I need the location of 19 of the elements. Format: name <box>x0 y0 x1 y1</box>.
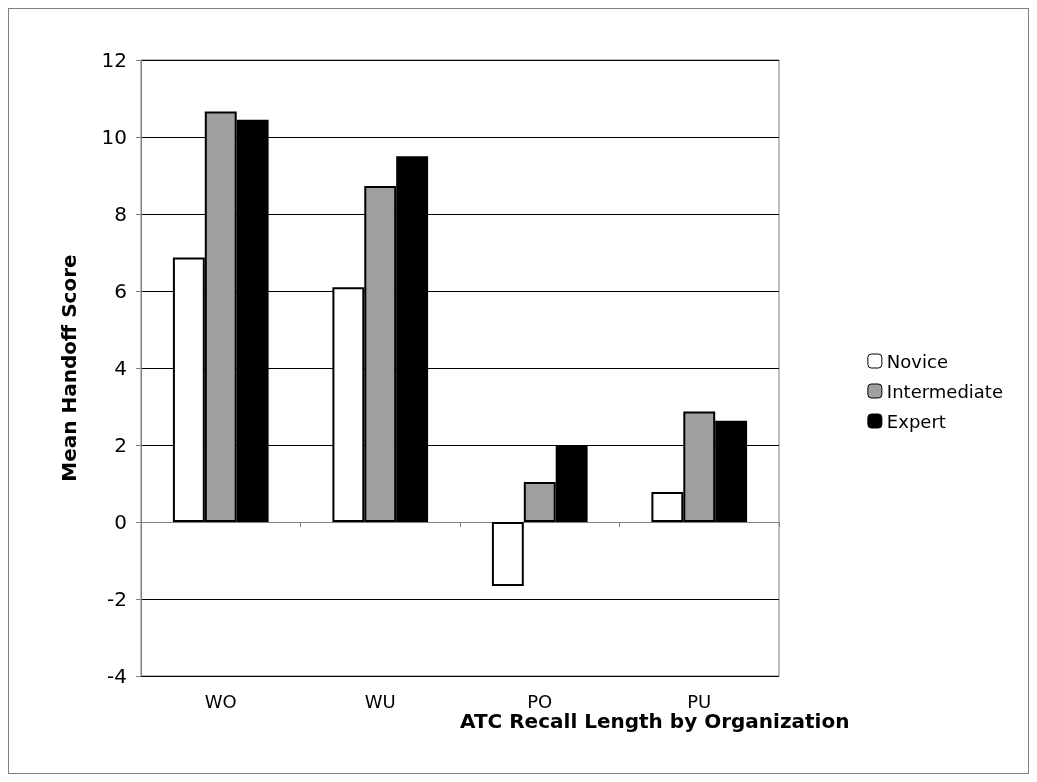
y-tick-label: 10 <box>101 125 127 149</box>
y-axis-title: Mean Handoff Score <box>57 254 81 482</box>
legend-label: Novice <box>886 350 948 372</box>
x-tick-label: PO <box>527 690 553 712</box>
x-tick-label: WO <box>204 690 237 712</box>
y-tick-label: 12 <box>101 48 127 72</box>
x-tick-label: PU <box>687 690 712 712</box>
y-tick-label: 0 <box>114 510 127 534</box>
y-tick-label: -2 <box>107 587 127 611</box>
y-tick-label: -4 <box>107 664 127 688</box>
x-axis-title: ATC Recall Length by Organization <box>460 709 850 733</box>
x-tick-label: WU <box>364 690 396 712</box>
y-tick-label: 8 <box>114 202 127 226</box>
y-tick-label: 4 <box>114 356 127 380</box>
bar <box>491 522 524 586</box>
legend-label: Intermediate <box>886 380 1004 402</box>
y-tick-label: 6 <box>114 279 127 303</box>
legend-label: Expert <box>886 410 946 432</box>
y-tick-label: 2 <box>114 433 127 457</box>
